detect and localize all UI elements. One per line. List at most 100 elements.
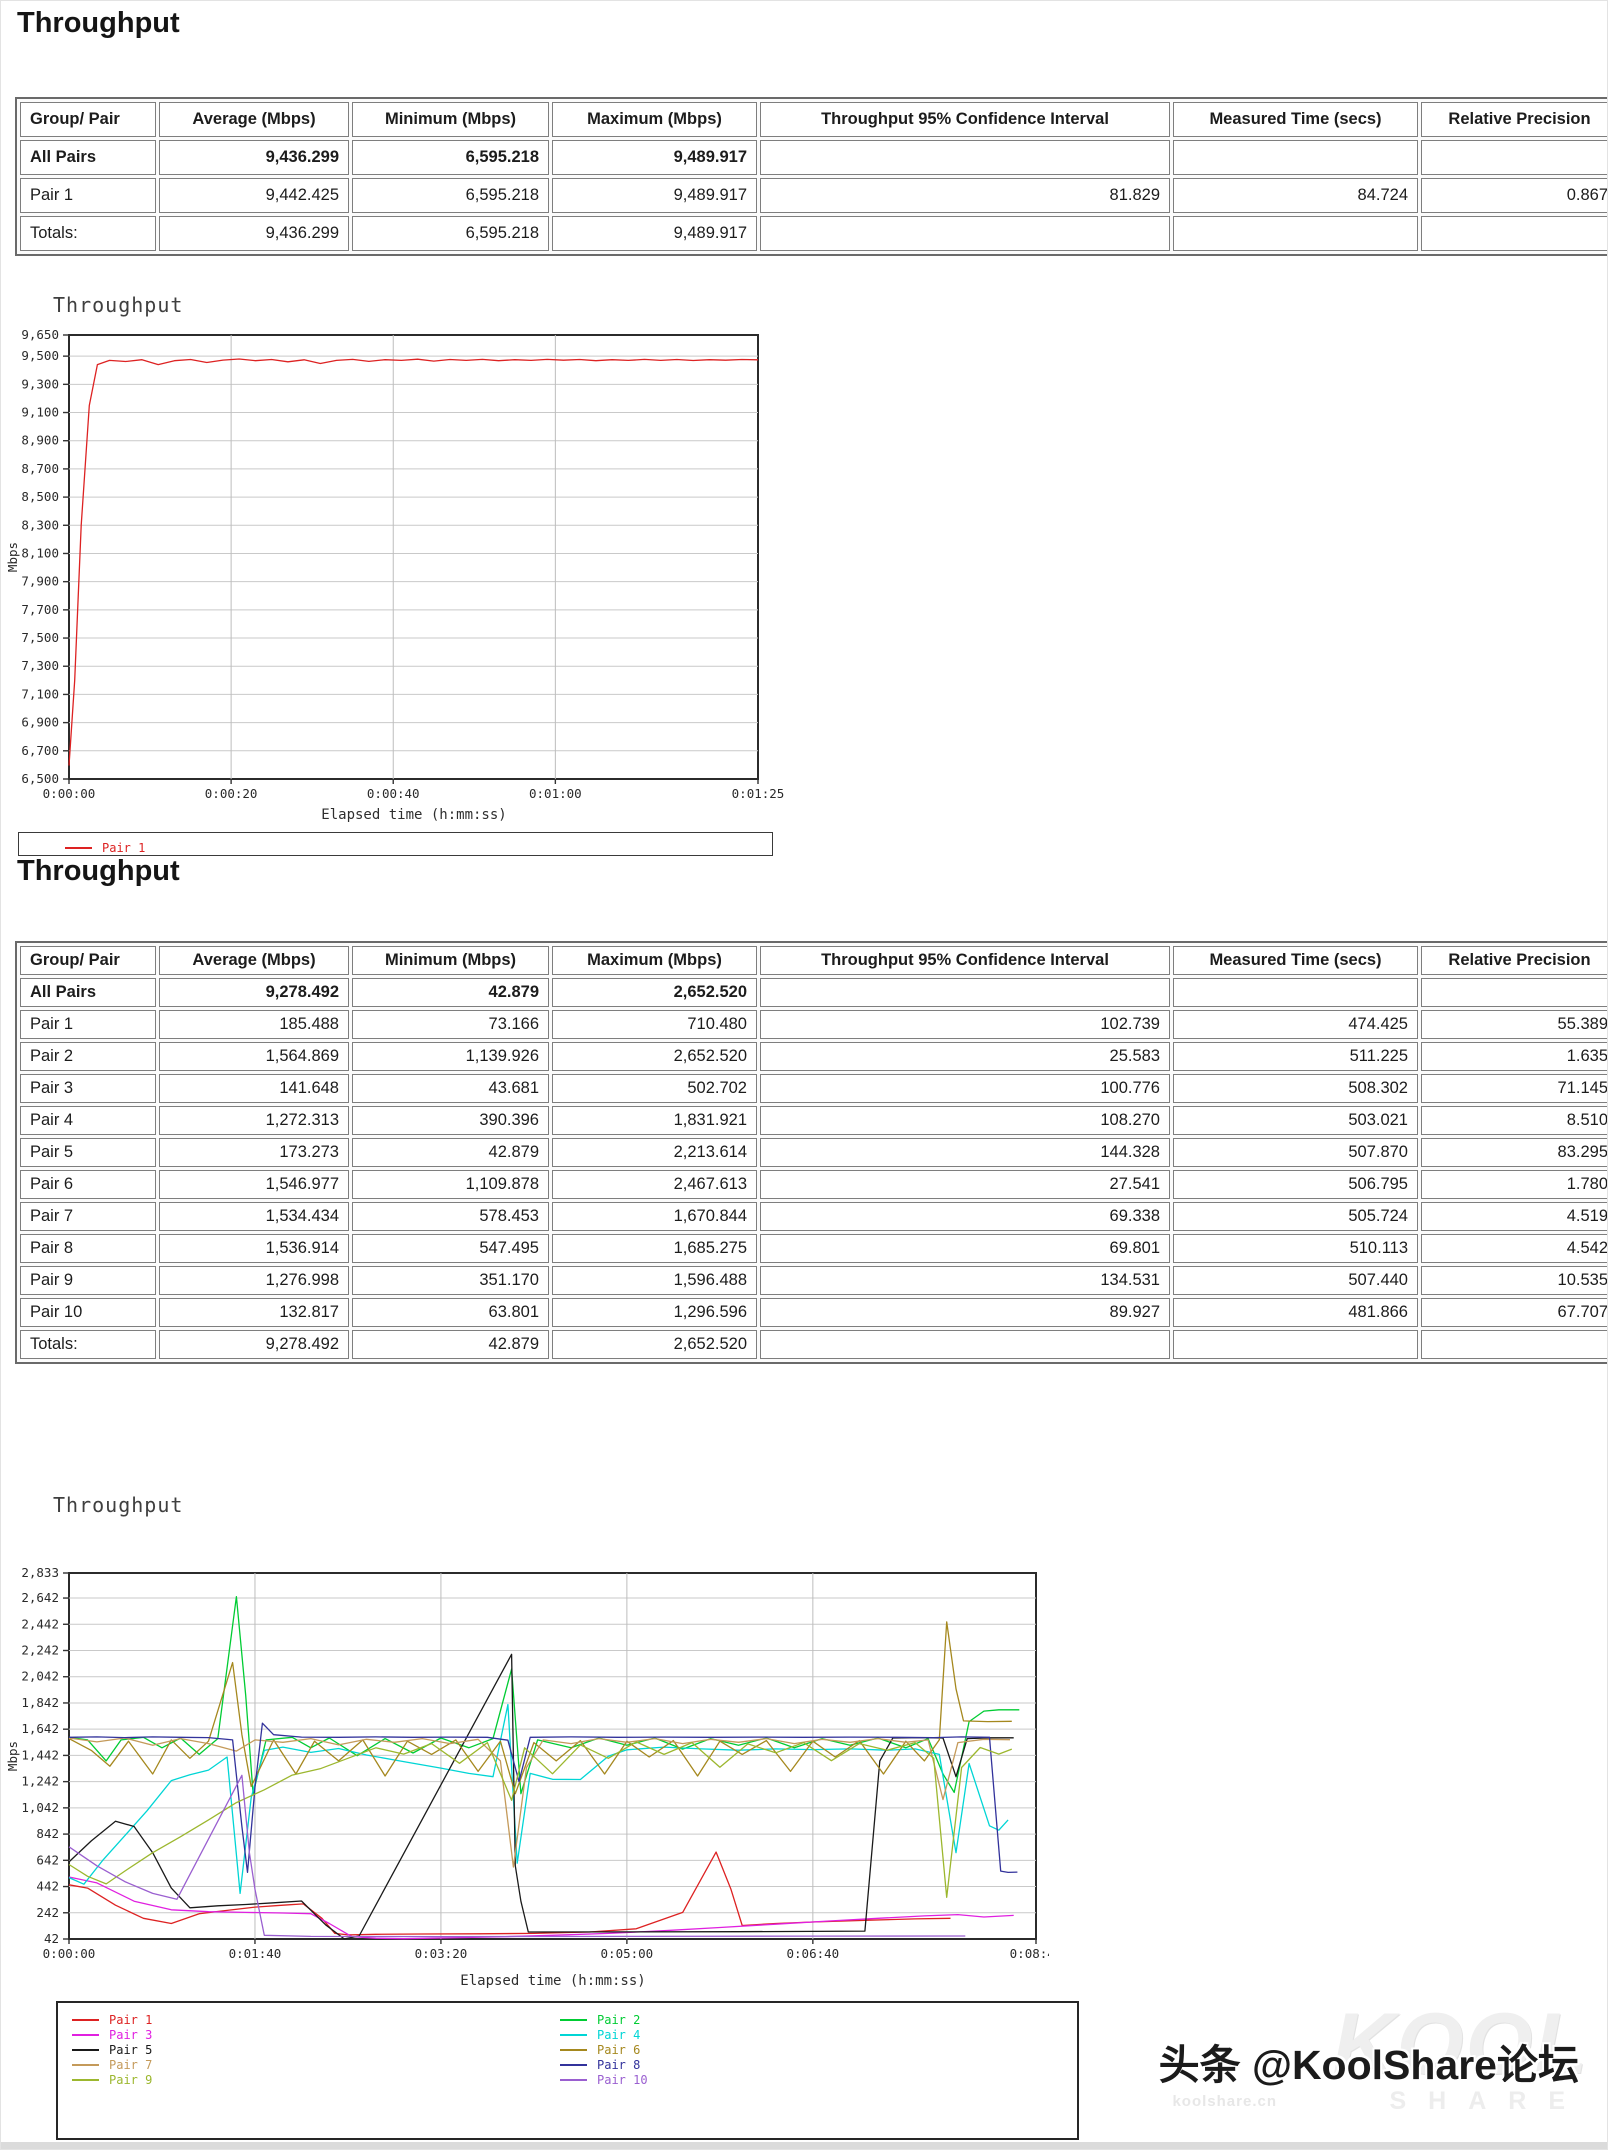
x-tick-label: 0:08:40: [1010, 1946, 1049, 1961]
legend-label: Pair 3: [109, 2027, 153, 2042]
y-tick-label: 2,833: [21, 1565, 59, 1580]
value-cell: 351.170: [352, 1266, 549, 1295]
page-bottom-edge: [1, 2142, 1607, 2149]
table-row: All Pairs 9,436.299 6,595.218 9,489.917: [20, 140, 1607, 175]
value-cell: 1,685.275: [552, 1234, 757, 1263]
column-header: Maximum (Mbps): [552, 946, 757, 975]
value-cell: [1421, 216, 1607, 251]
table-row: Totals: 9,436.299 6,595.218 9,489.917: [20, 216, 1607, 251]
table-row: Pair 6 1,546.977 1,109.878 2,467.613 27.541 5…: [20, 1170, 1607, 1199]
legend-line-swatch: [560, 2078, 587, 2081]
legend-item-pair-10: Pair 10: [560, 2072, 1048, 2087]
legend-item-pair-2: Pair 2: [560, 2012, 1048, 2027]
value-cell: 503.021: [1173, 1106, 1418, 1135]
legend-line-swatch: [72, 2078, 99, 2081]
value-cell: 6,595.218: [352, 216, 549, 251]
x-axis-label-1: Elapsed time (h:mm:ss): [321, 807, 507, 823]
table-row: Pair 8 1,536.914 547.495 1,685.275 69.801 510…: [20, 1234, 1607, 1263]
legend-line-swatch: [560, 2063, 587, 2066]
series-line-pair-8: [68, 1722, 1018, 1874]
value-cell: [1173, 216, 1418, 251]
value-cell: 9,278.492: [159, 978, 349, 1007]
x-tick-label: 0:01:25: [732, 786, 785, 801]
table-row: Pair 10 132.817 63.801 1,296.596 89.927 481.8…: [20, 1298, 1607, 1327]
value-cell: 63.801: [352, 1298, 549, 1327]
value-cell: 132.817: [159, 1298, 349, 1327]
y-tick-label: 8,500: [21, 489, 59, 504]
value-cell: 506.795: [1173, 1170, 1418, 1199]
row-label-cell: Pair 8: [20, 1234, 156, 1263]
x-tick-label: 0:03:20: [415, 1946, 468, 1961]
value-cell: 69.801: [760, 1234, 1170, 1263]
x-tick-label: 0:00:00: [43, 786, 96, 801]
y-tick-label: 7,700: [21, 602, 59, 617]
row-label-cell: Pair 1: [20, 1010, 156, 1039]
y-tick-label: 842: [36, 1826, 59, 1841]
value-cell: 510.113: [1173, 1234, 1418, 1263]
plot-area-border: [68, 334, 759, 780]
table-row: Pair 5 173.273 42.879 2,213.614 144.328 507.8…: [20, 1138, 1607, 1167]
legend-label: Pair 10: [597, 2072, 648, 2087]
value-cell: 2,652.520: [552, 978, 757, 1007]
throughput-chart-1: 6,500 6,700 6,900 7,100 7,300 7,500 7,700 7,900…: [1, 327, 791, 810]
x-tick-label: 0:01:40: [229, 1946, 282, 1961]
row-label-cell: Totals:: [20, 1330, 156, 1359]
y-tick-label: 6,700: [21, 743, 59, 758]
row-label-cell: All Pairs: [20, 140, 156, 175]
value-cell: 6,595.218: [352, 140, 549, 175]
value-cell: 108.270: [760, 1106, 1170, 1135]
series-line-pair-4: [68, 1703, 1009, 1895]
chart-plot-svg: 6,500 6,700 6,900 7,100 7,300 7,500 7,700 7,900…: [5, 327, 785, 801]
value-cell: 9,489.917: [552, 140, 757, 175]
row-label-cell: Pair 10: [20, 1298, 156, 1327]
column-header: Group/ Pair: [20, 946, 156, 975]
value-cell: 0.867: [1421, 178, 1607, 213]
legend-item-pair-1: Pair 1: [72, 2012, 560, 2027]
row-label-cell: Pair 3: [20, 1074, 156, 1103]
y-tick-label: 9,650: [21, 327, 59, 342]
value-cell: [1173, 140, 1418, 175]
y-tick-label: 2,242: [21, 1643, 59, 1658]
y-tick-label: 8,100: [21, 545, 59, 560]
value-cell: [1173, 1330, 1418, 1359]
value-cell: 73.166: [352, 1010, 549, 1039]
value-cell: 508.302: [1173, 1074, 1418, 1103]
column-header: Maximum (Mbps): [552, 102, 757, 137]
table-row: Pair 9 1,276.998 351.170 1,596.488 134.531 50…: [20, 1266, 1607, 1295]
value-cell: 43.681: [352, 1074, 549, 1103]
y-tick-label: 9,300: [21, 376, 59, 391]
series-line-pair-6: [68, 1621, 1012, 1795]
legend-line-swatch: [560, 2033, 587, 2036]
legend-label: Pair 7: [109, 2057, 153, 2072]
value-cell: 710.480: [552, 1010, 757, 1039]
legend-item-pair-3: Pair 3: [72, 2027, 560, 2042]
plot-area-border: [68, 1572, 1037, 1940]
value-cell: 1,564.869: [159, 1042, 349, 1071]
value-cell: 25.583: [760, 1042, 1170, 1071]
value-cell: 1,109.878: [352, 1170, 549, 1199]
value-cell: 511.225: [1173, 1042, 1418, 1071]
legend-line-swatch: [72, 2018, 99, 2021]
value-cell: 69.338: [760, 1202, 1170, 1231]
legend-label: Pair 9: [109, 2072, 153, 2087]
value-cell: [760, 1330, 1170, 1359]
legend-item-pair-4: Pair 4: [560, 2027, 1048, 2042]
column-header: Relative Precision: [1421, 946, 1607, 975]
value-cell: 102.739: [760, 1010, 1170, 1039]
value-cell: 507.440: [1173, 1266, 1418, 1295]
y-tick-label: 8,700: [21, 461, 59, 476]
column-header: Measured Time (secs): [1173, 946, 1418, 975]
legend-item-pair-1: Pair 1: [65, 841, 145, 856]
table-header-row: Group/ Pair Average (Mbps) Minimum (Mbps) M…: [20, 946, 1607, 975]
row-label-cell: Pair 6: [20, 1170, 156, 1199]
legend-label: Pair 5: [109, 2042, 153, 2057]
legend-line-swatch: [65, 847, 92, 849]
legend-line-swatch: [560, 2048, 587, 2051]
legend-label: Pair 6: [597, 2042, 641, 2057]
watermark: KOOL SHARE koolshare.cn 头条 @KoolShare论坛: [987, 1991, 1607, 2121]
value-cell: 4.542: [1421, 1234, 1607, 1263]
legend-label: Pair 4: [597, 2027, 641, 2042]
koolshare-logo-share-text: SHARE: [1389, 2087, 1587, 2115]
legend-label: Pair 2: [597, 2012, 641, 2027]
